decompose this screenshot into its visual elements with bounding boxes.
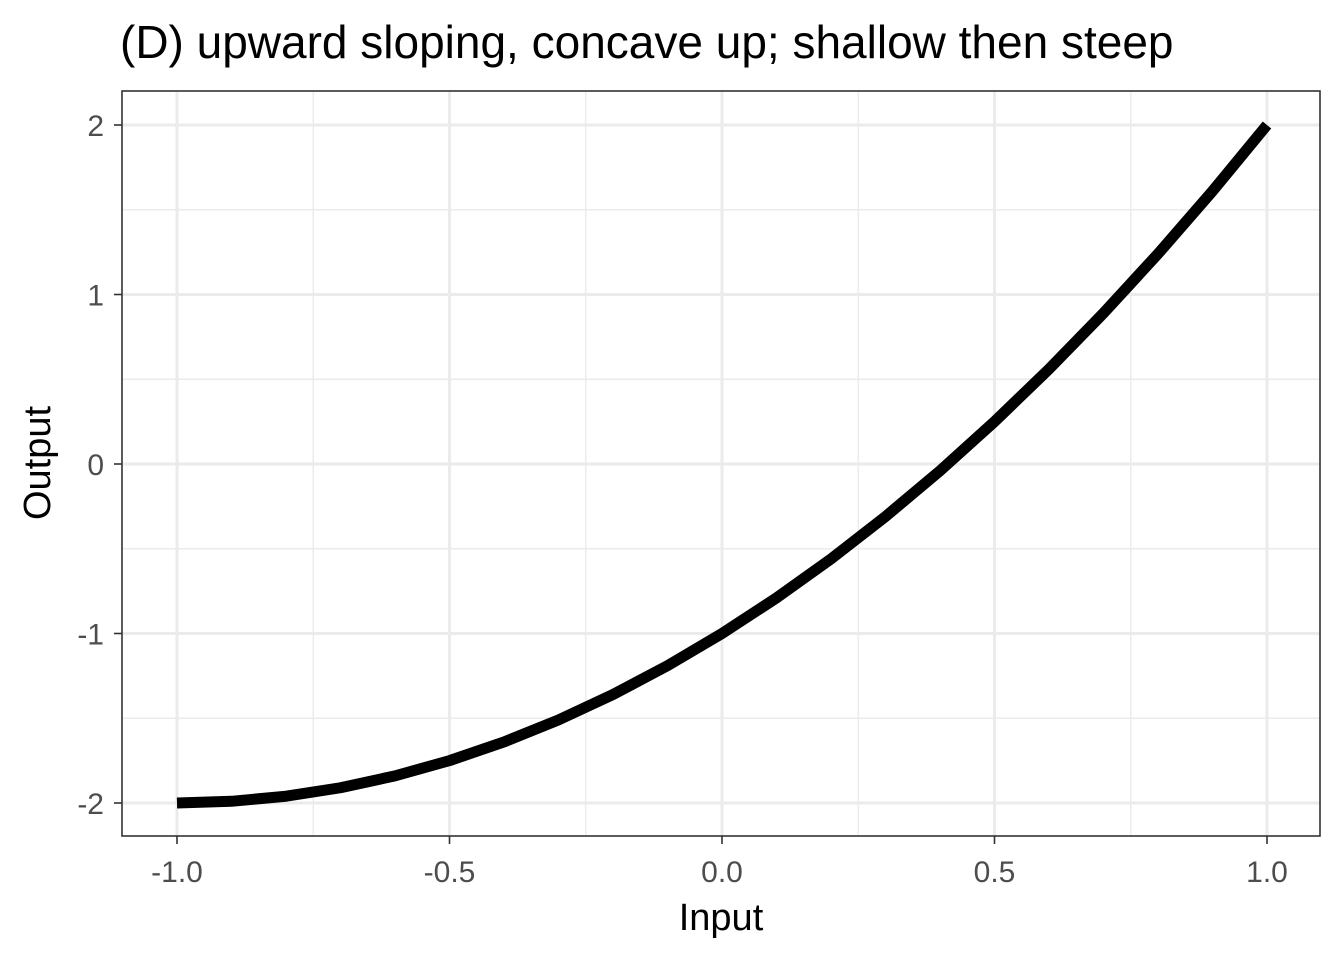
- x-tick-label: -1.0: [151, 856, 203, 889]
- x-tick-label: 0.5: [974, 856, 1016, 889]
- x-axis-title: Input: [679, 897, 764, 939]
- y-tick-label: 0: [87, 449, 104, 482]
- x-tick-label: -0.5: [424, 856, 476, 889]
- x-tick-label: 1.0: [1246, 856, 1288, 889]
- y-tick-label: 2: [87, 110, 104, 143]
- y-tick-label: -2: [77, 788, 104, 821]
- series-line: [176, 121, 1272, 809]
- x-axis: -1.0 -0.5 0.0 0.5 1.0: [151, 836, 1288, 889]
- y-axis: -2 -1 0 1 2: [77, 110, 122, 821]
- y-axis-title: Output: [17, 406, 59, 521]
- chart-title: (D) upward sloping, concave up; shallow …: [120, 16, 1174, 68]
- y-tick-label: 1: [87, 280, 104, 313]
- x-tick-label: 0.0: [701, 856, 743, 889]
- series-layer: [176, 121, 1272, 809]
- y-tick-label: -1: [77, 619, 104, 652]
